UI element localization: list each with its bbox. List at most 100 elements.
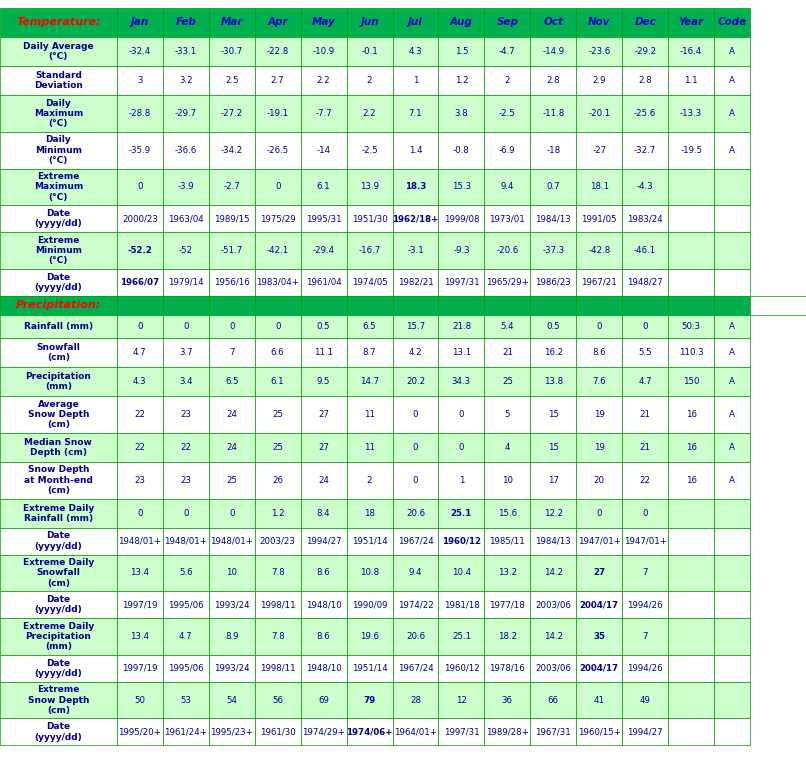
Text: 15.7: 15.7	[406, 322, 425, 331]
Text: 8.6: 8.6	[317, 569, 330, 577]
Bar	[393, 338, 438, 367]
Text: 25.1: 25.1	[451, 509, 472, 518]
Bar	[255, 296, 301, 315]
Bar	[530, 655, 576, 682]
Bar	[576, 66, 622, 95]
Bar	[347, 232, 393, 269]
Text: 1994/27: 1994/27	[305, 537, 342, 546]
Text: 50.3: 50.3	[682, 322, 700, 331]
Bar	[668, 591, 714, 618]
Text: 20.6: 20.6	[406, 509, 425, 518]
Text: -6.9: -6.9	[499, 146, 516, 154]
Bar	[163, 168, 209, 205]
Text: 0: 0	[596, 322, 602, 331]
Text: 8.7: 8.7	[363, 348, 376, 357]
Bar	[668, 8, 714, 37]
Text: 25.1: 25.1	[452, 632, 471, 641]
Text: 27: 27	[318, 410, 329, 419]
Text: -27.2: -27.2	[221, 109, 243, 118]
Text: 18: 18	[364, 509, 375, 518]
Text: 14.7: 14.7	[360, 377, 379, 386]
Bar	[622, 296, 668, 315]
Bar	[530, 618, 576, 655]
Bar	[622, 367, 668, 396]
Bar	[714, 37, 750, 66]
Bar	[117, 433, 163, 462]
Bar	[0, 132, 117, 168]
Text: 1951/30: 1951/30	[351, 215, 388, 223]
Bar	[347, 269, 393, 296]
Bar	[0, 396, 117, 433]
Bar	[714, 95, 750, 132]
Text: 16.2: 16.2	[544, 348, 563, 357]
Text: 24: 24	[226, 443, 237, 452]
Bar	[484, 66, 530, 95]
Text: 4.3: 4.3	[409, 47, 422, 56]
Bar	[530, 66, 576, 95]
Text: 0: 0	[183, 509, 189, 518]
Bar	[301, 528, 347, 555]
Text: 25: 25	[272, 410, 283, 419]
Bar	[209, 528, 255, 555]
Bar	[347, 396, 393, 433]
Text: 12.2: 12.2	[544, 509, 563, 518]
Bar	[622, 433, 668, 462]
Bar	[530, 555, 576, 591]
Text: 0: 0	[137, 183, 143, 192]
Text: Oct: Oct	[543, 17, 563, 27]
Text: -20.1: -20.1	[588, 109, 610, 118]
Text: -3.9: -3.9	[177, 183, 194, 192]
Bar	[393, 8, 438, 37]
Bar	[438, 269, 484, 296]
Bar	[301, 367, 347, 396]
Text: 2000/23: 2000/23	[122, 215, 158, 223]
Text: 1995/31: 1995/31	[305, 215, 342, 223]
Bar	[576, 655, 622, 682]
Text: 7.1: 7.1	[409, 109, 422, 118]
Bar	[117, 338, 163, 367]
Text: 10: 10	[226, 569, 237, 577]
Bar	[209, 591, 255, 618]
Bar	[117, 498, 163, 528]
Bar	[255, 682, 301, 718]
Bar	[393, 618, 438, 655]
Bar	[347, 338, 393, 367]
Bar	[0, 367, 117, 396]
Bar	[347, 8, 393, 37]
Text: 1961/04: 1961/04	[305, 278, 342, 287]
Text: 1995/20+: 1995/20+	[118, 728, 161, 736]
Text: 1948/01+: 1948/01+	[164, 537, 207, 546]
Text: -29.2: -29.2	[634, 47, 656, 56]
Bar	[393, 555, 438, 591]
Text: 1.4: 1.4	[409, 146, 422, 154]
Text: 1997/31: 1997/31	[443, 728, 480, 736]
Bar	[668, 66, 714, 95]
Text: Extreme Daily
Snowfall
(cm): Extreme Daily Snowfall (cm)	[23, 558, 94, 588]
Text: 1: 1	[413, 76, 418, 85]
Text: 3.8: 3.8	[455, 109, 468, 118]
Text: Extreme
Minimum
(°C): Extreme Minimum (°C)	[35, 236, 82, 265]
Text: 110.3: 110.3	[679, 348, 704, 357]
Bar	[622, 618, 668, 655]
Text: -52.2: -52.2	[127, 246, 152, 255]
Bar	[301, 37, 347, 66]
Text: 1.5: 1.5	[455, 47, 468, 56]
Bar	[163, 555, 209, 591]
Text: 27: 27	[318, 443, 329, 452]
Text: A: A	[729, 146, 735, 154]
Text: 1983/24: 1983/24	[627, 215, 663, 223]
Bar	[530, 718, 576, 745]
Bar	[530, 396, 576, 433]
Text: 11: 11	[364, 443, 375, 452]
Text: Aug: Aug	[450, 17, 473, 27]
Text: 20: 20	[594, 476, 604, 485]
Text: 1981/18: 1981/18	[443, 601, 480, 609]
Bar	[714, 682, 750, 718]
Bar	[668, 315, 714, 338]
Bar	[622, 555, 668, 591]
Bar	[576, 95, 622, 132]
Text: 5.6: 5.6	[179, 569, 193, 577]
Text: -51.7: -51.7	[221, 246, 243, 255]
Text: Date
(yyyy/dd): Date (yyyy/dd)	[35, 209, 82, 229]
Bar	[301, 591, 347, 618]
